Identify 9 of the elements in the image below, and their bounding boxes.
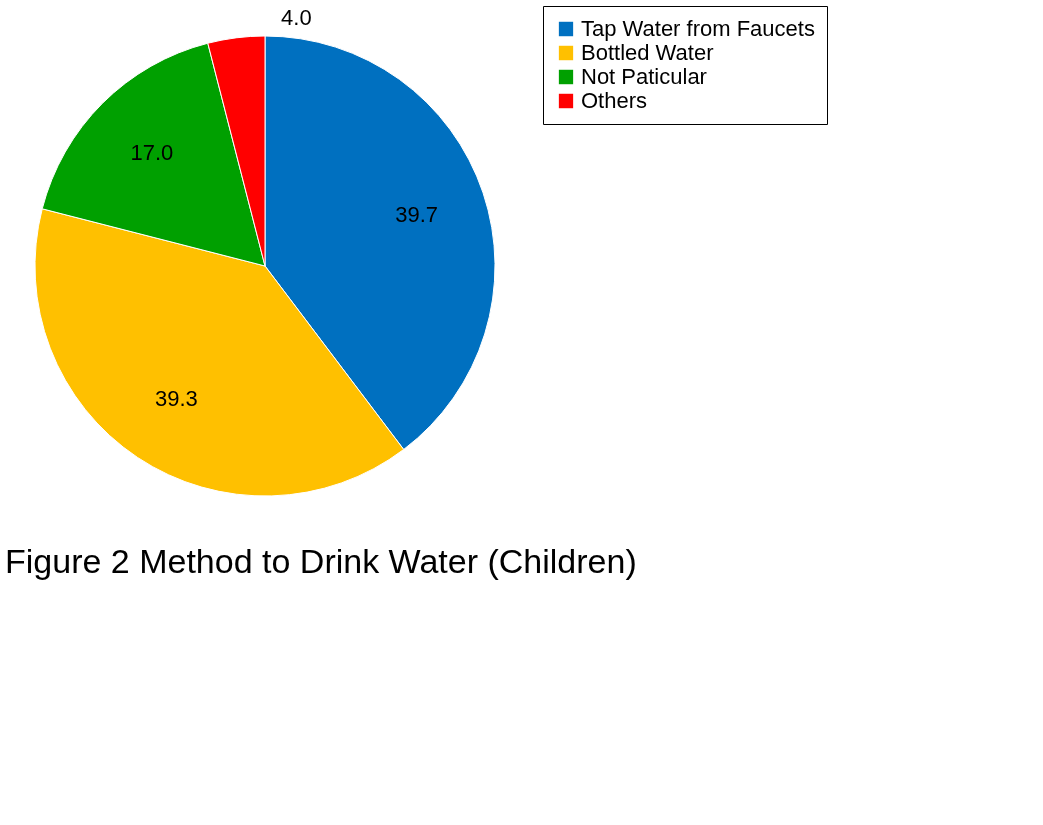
data-label: 39.7 [395,202,439,228]
text: Figure 2 Method to Drink Water (Children) [5,542,637,580]
data-label: 17.0 [130,139,174,165]
legend-label: Tap Water from Faucets [581,16,815,41]
legend-label: Bottled Water [581,40,714,65]
data-label: 39.3 [154,386,198,412]
legend-label: Not Paticular [581,64,707,89]
data-label: 4.0 [281,4,312,30]
legend-label: Others [581,88,648,113]
